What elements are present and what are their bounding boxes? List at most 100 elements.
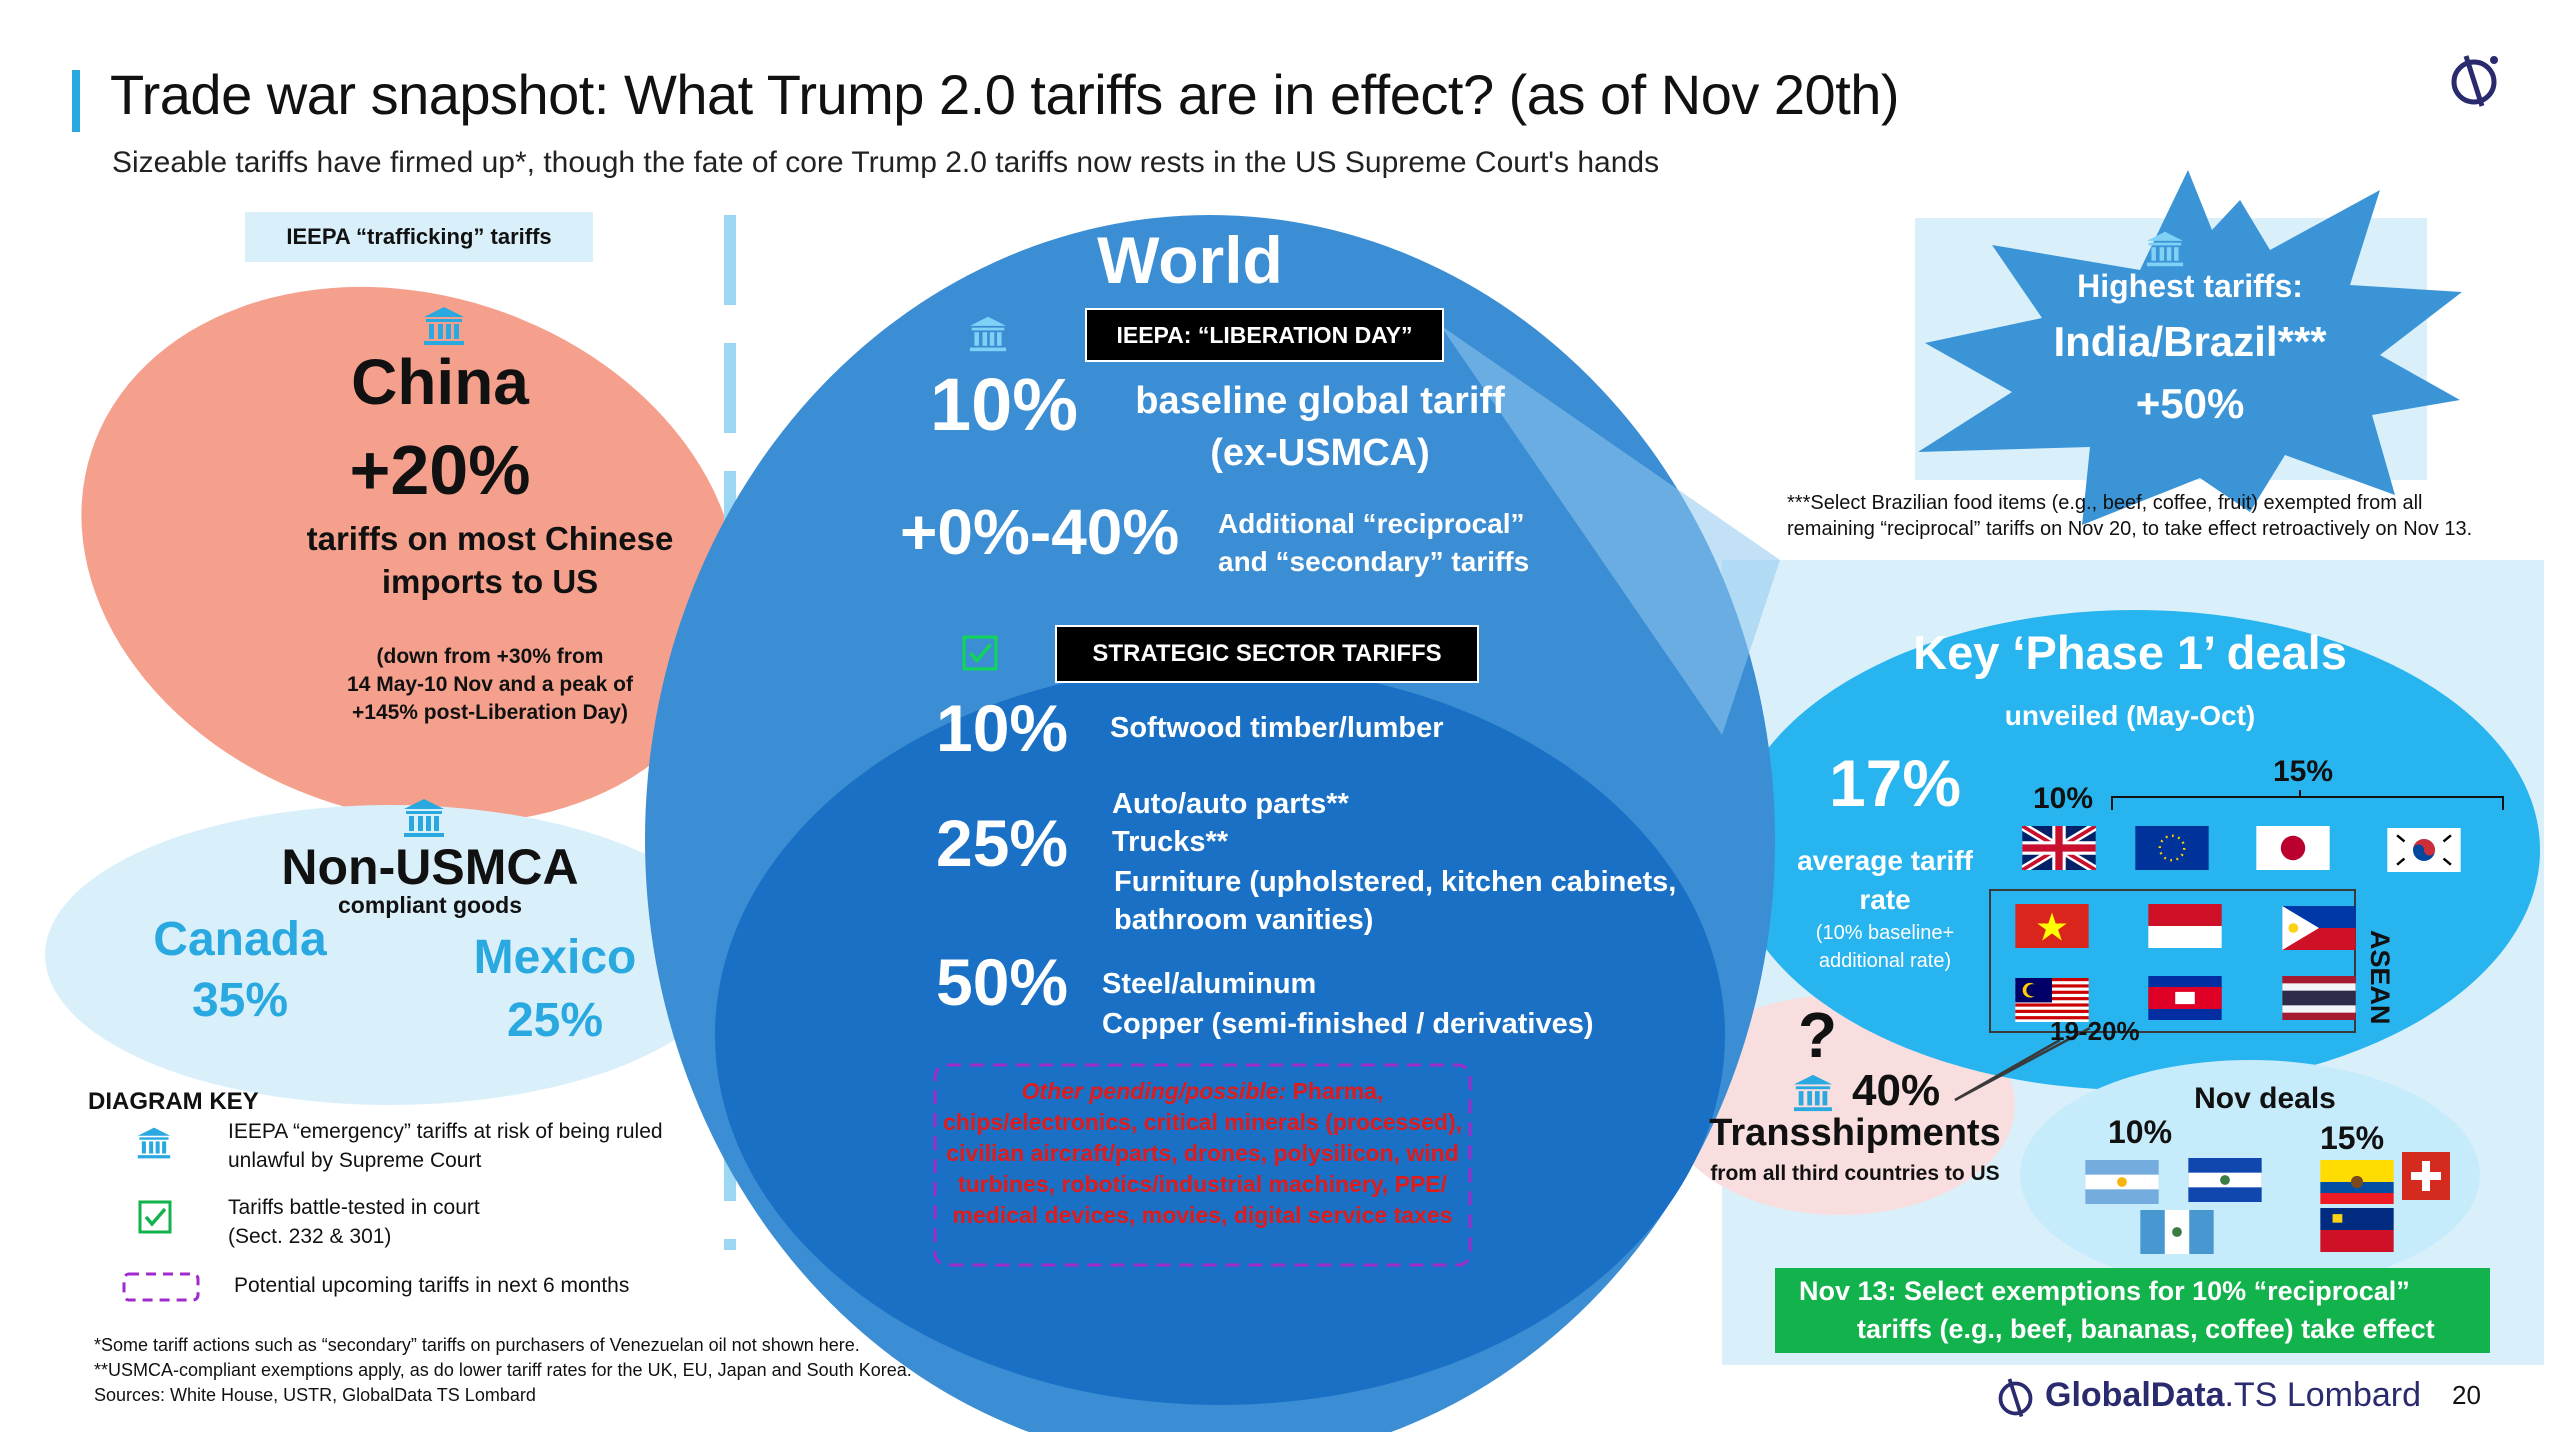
phase1-avg-2: rate	[1859, 884, 1911, 915]
reciprocal-text-2: and “secondary” tariffs	[1218, 546, 1530, 577]
beam-shape	[1440, 325, 1780, 735]
brand-logo-icon	[1998, 1378, 2033, 1418]
auto-rate: 25%	[936, 806, 1069, 880]
china-note-1: (down from +30% from	[376, 645, 604, 668]
mexico-label: Mexico	[473, 931, 637, 984]
phase1-title: Key ‘Phase 1’ deals	[1913, 626, 2347, 679]
world-inner-ellipse	[715, 665, 1725, 1405]
flag-eu	[2135, 826, 2209, 870]
nov-deals-rate-10: 10%	[2108, 1114, 2173, 1150]
transship-rate: 40%	[1852, 1066, 1941, 1115]
pending-line-3: civilian aircraft/parts, drones, polysil…	[946, 1140, 1459, 1166]
nov-deals-rate-15: 15%	[2320, 1120, 2385, 1156]
check-icon	[138, 1200, 172, 1234]
pending-head: Other pending/possible:	[1021, 1078, 1287, 1104]
nov13-banner: Nov 13: Select exemptions for 10% “recip…	[1775, 1268, 2490, 1353]
title-accent-bar	[72, 70, 80, 132]
china-rate: +20%	[349, 431, 531, 509]
highest-note-2: remaining “reciprocal” tariffs on Nov 20…	[1787, 518, 2473, 540]
baseline-text-2: (ex-USMCA)	[1210, 432, 1430, 474]
key-item3: Potential upcoming tariffs in next 6 mon…	[234, 1274, 630, 1297]
nov13-line-1: Nov 13: Select exemptions for 10% “recip…	[1799, 1276, 2410, 1306]
phase1-sub: unveiled (May-Oct)	[2004, 700, 2256, 731]
asean-label: ASEAN	[2365, 930, 2395, 1025]
china-ellipse	[81, 286, 739, 824]
china-name: China	[351, 346, 529, 418]
flag-korea	[2387, 828, 2461, 872]
liberation-label: IEEPA: “LIBERATION DAY”	[1085, 308, 1444, 362]
steel-rate: 50%	[936, 945, 1069, 1019]
flag-liechtenstein	[2320, 1208, 2394, 1252]
phase1-avg-note-1: (10% baseline+	[1815, 922, 1955, 944]
logo-icon	[2451, 55, 2498, 107]
usmca-ellipse	[45, 805, 735, 1105]
footnote-3: Sources: White House, USTR, GlobalData T…	[94, 1385, 536, 1405]
china-desc-2: imports to US	[381, 563, 599, 600]
auto-text-3: Furniture (upholstered, kitchen cabinets…	[1114, 866, 1677, 898]
page-number: 20	[2452, 1380, 2481, 1410]
key-title: DIAGRAM KEY	[88, 1088, 259, 1115]
key-item1-a: IEEPA “emergency” tariffs at risk of bei…	[228, 1120, 663, 1143]
pending-line-4: turbines, robotics/industrial machinery,…	[957, 1171, 1448, 1197]
auto-text-1: Auto/auto parts**	[1112, 788, 1349, 820]
canada-rate: 35%	[191, 974, 289, 1027]
flag-malaysia	[2015, 978, 2089, 1022]
flag-guatemala	[2140, 1210, 2214, 1254]
flag-ecuador	[2320, 1160, 2394, 1204]
brand-name-bold: GlobalData	[2045, 1376, 2225, 1414]
flag-japan	[2256, 826, 2330, 870]
flag-switzerland	[2402, 1152, 2450, 1200]
bank-icon	[424, 307, 464, 345]
flag-uk	[2022, 826, 2096, 870]
phase1-ellipse	[1730, 610, 2540, 1090]
canada-label: Canada	[153, 913, 327, 966]
baseline-rate: 10%	[930, 363, 1079, 446]
footnote-2: **USMCA-compliant exemptions apply, as d…	[94, 1360, 912, 1380]
phase1-rate-15: 15%	[2273, 755, 2334, 788]
steel-text-2: Copper (semi-finished / derivatives)	[1102, 1008, 1594, 1040]
auto-text-2: Trucks**	[1112, 826, 1229, 858]
flag-indonesia	[2148, 904, 2222, 948]
china-tag: IEEPA “trafficking” tariffs	[245, 212, 593, 262]
bank-icon	[404, 799, 444, 837]
bank-icon	[969, 316, 1007, 352]
transship-title: Transshipments	[1709, 1112, 2001, 1154]
pending-box	[933, 1063, 1472, 1267]
non-usmca-title: Non-USMCA	[281, 839, 579, 895]
mexico-rate: 25%	[506, 994, 604, 1047]
check-icon	[962, 635, 998, 671]
flag-thailand	[2282, 976, 2356, 1020]
flag-argentina	[2085, 1160, 2159, 1204]
highest-note-1: ***Select Brazilian food items (e.g., be…	[1787, 492, 2423, 514]
bank-icon	[2146, 231, 2184, 267]
nov13-line-2: tariffs (e.g., beef, bananas, coffee) ta…	[1857, 1314, 2435, 1344]
pending-text: Other pending/possible: Pharma, chips/el…	[935, 1076, 1470, 1231]
phase1-avg-note-2: additional rate)	[1818, 950, 1952, 972]
page-title: Trade war snapshot: What Trump 2.0 tarif…	[110, 63, 1900, 126]
flag-philippines	[2282, 906, 2356, 950]
highest-label: Highest tariffs:	[2077, 268, 2303, 304]
world-title: World	[1097, 223, 1283, 297]
highest-countries: India/Brazil***	[2053, 318, 2327, 365]
pending-line-5: medical devices, movies, digital service…	[952, 1202, 1453, 1228]
bank-icon	[1793, 1074, 1833, 1112]
lumber-rate: 10%	[936, 691, 1069, 765]
china-note-3: +145% post-Liberation Day)	[352, 701, 628, 724]
strategic-label: STRATEGIC SECTOR TARIFFS	[1055, 625, 1479, 683]
brand-name: GlobalData.TS Lombard	[2045, 1376, 2421, 1415]
pending-line-1: Pharma,	[1292, 1078, 1384, 1104]
transship-question: ?	[1798, 999, 1838, 1071]
flag-cambodia	[2148, 976, 2222, 1020]
reciprocal-text-1: Additional “reciprocal”	[1218, 508, 1525, 539]
flag-el-salvador	[2188, 1158, 2262, 1202]
transship-sub: from all third countries to US	[1710, 1162, 2000, 1185]
starburst-shape	[1918, 170, 2462, 525]
nov-deals-title: Nov deals	[2194, 1082, 2336, 1115]
phase1-avg-rate: 17%	[1828, 746, 1962, 820]
key-item1-b: unlawful by Supreme Court	[228, 1149, 482, 1172]
highest-rate: +50%	[2135, 380, 2245, 427]
steel-text-1: Steel/aluminum	[1102, 968, 1317, 1000]
china-note-2: 14 May-10 Nov and a peak of	[347, 673, 633, 696]
